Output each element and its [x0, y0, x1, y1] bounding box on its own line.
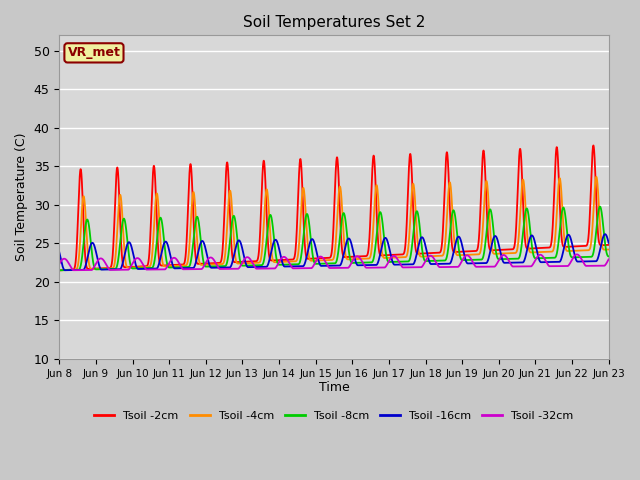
Tsoil -32cm — [388, 254, 396, 260]
Tsoil -16cm — [397, 262, 405, 267]
Tsoil -2cm — [605, 242, 612, 248]
Tsoil -16cm — [56, 249, 63, 255]
Legend: Tsoil -2cm, Tsoil -4cm, Tsoil -8cm, Tsoil -16cm, Tsoil -32cm: Tsoil -2cm, Tsoil -4cm, Tsoil -8cm, Tsoi… — [90, 407, 578, 425]
Tsoil -2cm — [552, 145, 560, 151]
Tsoil -8cm — [209, 264, 217, 269]
Tsoil -8cm — [596, 204, 604, 209]
Tsoil -4cm — [397, 254, 405, 260]
Tsoil -32cm — [70, 267, 77, 273]
Y-axis label: Soil Temperature (C): Soil Temperature (C) — [15, 133, 28, 262]
X-axis label: Time: Time — [319, 382, 349, 395]
Tsoil -2cm — [209, 260, 216, 266]
Tsoil -4cm — [552, 216, 560, 222]
Tsoil -8cm — [56, 267, 63, 273]
Tsoil -16cm — [173, 265, 181, 271]
Line: Tsoil -2cm: Tsoil -2cm — [60, 145, 609, 270]
Line: Tsoil -4cm: Tsoil -4cm — [60, 177, 609, 270]
Tsoil -32cm — [173, 257, 181, 263]
Tsoil -4cm — [605, 247, 612, 252]
Tsoil -4cm — [593, 174, 600, 180]
Tsoil -16cm — [388, 255, 396, 261]
Tsoil -2cm — [388, 252, 396, 258]
Tsoil -4cm — [56, 267, 63, 273]
Tsoil -2cm — [589, 143, 597, 148]
Tsoil -16cm — [605, 240, 612, 245]
Tsoil -8cm — [397, 259, 405, 264]
Tsoil -16cm — [209, 265, 217, 271]
Tsoil -8cm — [605, 253, 612, 259]
Tsoil -32cm — [605, 257, 612, 263]
Line: Tsoil -16cm: Tsoil -16cm — [60, 234, 609, 270]
Tsoil -32cm — [397, 263, 405, 268]
Tsoil -8cm — [605, 253, 612, 259]
Title: Soil Temperatures Set 2: Soil Temperatures Set 2 — [243, 15, 425, 30]
Tsoil -8cm — [56, 267, 63, 273]
Tsoil -4cm — [173, 263, 181, 269]
Tsoil -2cm — [397, 252, 405, 257]
Tsoil -32cm — [605, 256, 612, 262]
Tsoil -32cm — [209, 256, 217, 262]
Tsoil -8cm — [173, 264, 181, 270]
Tsoil -32cm — [553, 263, 561, 269]
Tsoil -4cm — [604, 247, 612, 252]
Tsoil -2cm — [173, 262, 181, 268]
Tsoil -32cm — [573, 252, 580, 257]
Tsoil -16cm — [605, 240, 612, 246]
Tsoil -16cm — [553, 259, 561, 265]
Tsoil -2cm — [56, 267, 63, 273]
Tsoil -16cm — [601, 231, 609, 237]
Tsoil -4cm — [388, 255, 396, 261]
Text: VR_met: VR_met — [67, 47, 120, 60]
Tsoil -8cm — [553, 252, 561, 257]
Tsoil -8cm — [388, 259, 396, 265]
Tsoil -2cm — [604, 242, 612, 248]
Tsoil -32cm — [56, 261, 63, 267]
Tsoil -16cm — [61, 267, 68, 273]
Tsoil -4cm — [209, 262, 216, 267]
Line: Tsoil -8cm: Tsoil -8cm — [60, 206, 609, 270]
Line: Tsoil -32cm: Tsoil -32cm — [60, 254, 609, 270]
